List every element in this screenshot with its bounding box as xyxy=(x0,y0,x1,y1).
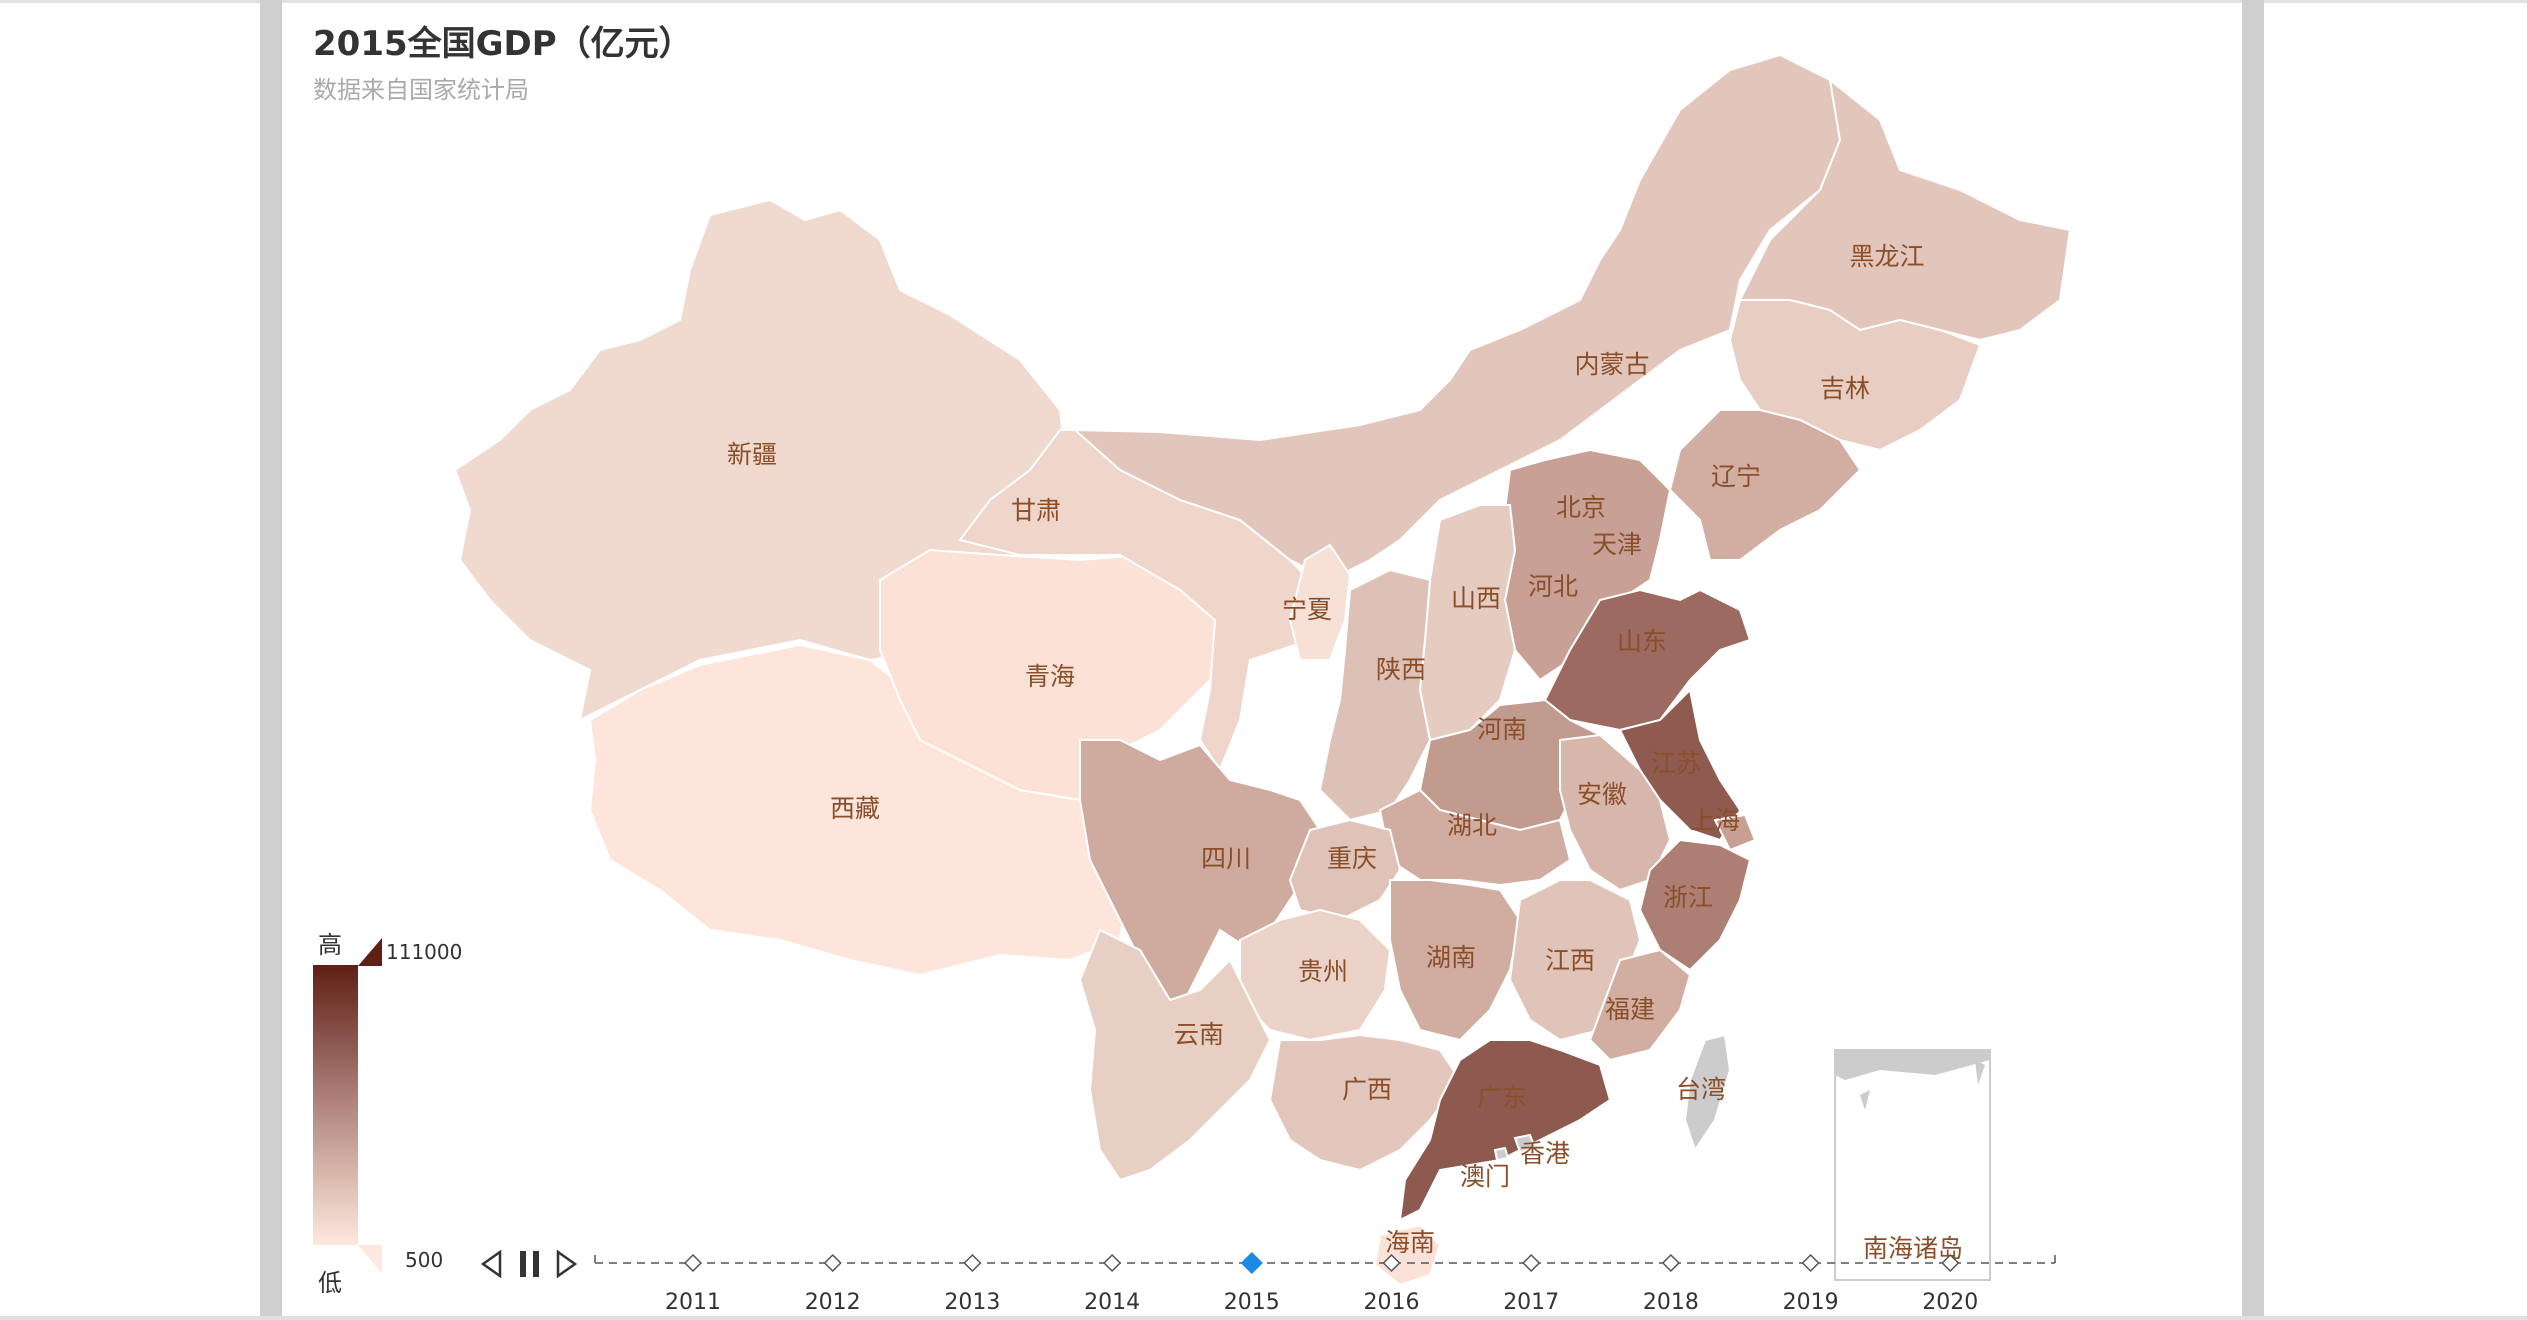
right-gutter xyxy=(2242,0,2264,1320)
region-label: 陕西 xyxy=(1376,655,1426,684)
timeline-marker[interactable] xyxy=(963,1253,982,1273)
region-label: 甘肃 xyxy=(1011,496,1061,525)
chart-title: 2015全国GDP（亿元） xyxy=(313,24,693,64)
timeline-marker[interactable] xyxy=(1941,1253,1960,1273)
timeline-marker[interactable] xyxy=(823,1253,842,1273)
region-yunnan[interactable] xyxy=(1078,928,1272,1182)
timeline-year-label[interactable]: 2016 xyxy=(1364,1290,1420,1315)
region-label: 宁夏 xyxy=(1282,595,1332,624)
region-chongqing[interactable] xyxy=(1288,818,1402,922)
region-zhejiang[interactable] xyxy=(1638,838,1752,972)
timeline[interactable]: 2011 2012 2013 2014 2015 2016 2017 2018 2019 2020 xyxy=(480,1249,2056,1315)
region-label: 辽宁 xyxy=(1711,462,1761,491)
region-qinghai[interactable] xyxy=(879,548,1222,802)
region-label: 贵州 xyxy=(1298,957,1348,986)
region-label: 新疆 xyxy=(727,440,777,469)
timeline-year-label[interactable]: 2020 xyxy=(1922,1290,1978,1315)
chart-subtitle: 数据来自国家统计局 xyxy=(313,76,529,104)
timeline-year-label[interactable]: 2019 xyxy=(1783,1290,1839,1315)
region-label: 河南 xyxy=(1477,715,1527,744)
region-jilin[interactable] xyxy=(1728,299,1982,452)
region-label: 台湾 xyxy=(1676,1075,1726,1104)
region-liaoning[interactable] xyxy=(1668,409,1862,561)
region-label: 吉林 xyxy=(1820,374,1870,403)
region-label: 河北 xyxy=(1528,572,1578,601)
region-fujian[interactable] xyxy=(1588,948,1692,1062)
timeline-year-label[interactable]: 2014 xyxy=(1084,1290,1140,1315)
region-label: 山西 xyxy=(1451,584,1501,613)
region-label: 湖南 xyxy=(1426,943,1476,972)
region-shanghai[interactable] xyxy=(1713,813,1757,852)
region-label: 江西 xyxy=(1545,946,1595,975)
region-macau[interactable] xyxy=(1493,1146,1510,1162)
region-label: 云南 xyxy=(1174,1020,1224,1049)
prev-button[interactable] xyxy=(480,1249,502,1279)
legend-min-handle[interactable] xyxy=(358,1245,382,1273)
region-label: 西藏 xyxy=(830,794,880,823)
region-label: 浙江 xyxy=(1663,883,1713,912)
timeline-year-label[interactable]: 2011 xyxy=(665,1290,721,1315)
timeline-marker-current[interactable] xyxy=(1240,1251,1263,1275)
region-label: 香港 xyxy=(1520,1139,1570,1168)
region-taiwan[interactable] xyxy=(1683,1033,1732,1153)
legend-high-label: 高 xyxy=(318,931,342,959)
left-gutter xyxy=(260,0,282,1320)
page-bottom-rule xyxy=(0,1316,2527,1320)
legend-min-value: 500 xyxy=(405,1248,444,1272)
region-label: 广东 xyxy=(1477,1083,1527,1112)
timeline-marker[interactable] xyxy=(1382,1253,1401,1273)
region-label: 海南 xyxy=(1385,1228,1435,1257)
region-label: 澳门 xyxy=(1460,1162,1510,1191)
pause-button[interactable] xyxy=(520,1251,539,1277)
timeline-year-label[interactable]: 2017 xyxy=(1503,1290,1559,1315)
region-label: 四川 xyxy=(1201,844,1251,873)
region-shaanxi[interactable] xyxy=(1318,568,1432,822)
legend-max-value: 111000 xyxy=(386,940,463,964)
region-label: 山东 xyxy=(1617,627,1667,656)
timeline-year-label[interactable]: 2013 xyxy=(944,1290,1000,1315)
region-label: 上海 xyxy=(1690,806,1740,835)
legend-gradient-bar[interactable] xyxy=(313,965,358,1245)
region-neimenggu[interactable] xyxy=(1072,53,1842,582)
timeline-marker[interactable] xyxy=(1661,1253,1680,1273)
region-guangxi[interactable] xyxy=(1268,1033,1462,1172)
timeline-year-label[interactable]: 2018 xyxy=(1643,1290,1699,1315)
region-hunan[interactable] xyxy=(1389,879,1522,1042)
region-label: 安徽 xyxy=(1577,780,1627,809)
region-ningxia[interactable] xyxy=(1288,543,1352,661)
timeline-year-label[interactable]: 2015 xyxy=(1224,1290,1280,1315)
region-shandong[interactable] xyxy=(1543,588,1752,732)
region-label: 福建 xyxy=(1605,995,1655,1024)
region-label: 天津 xyxy=(1592,530,1642,559)
region-label: 江苏 xyxy=(1651,749,1701,778)
timeline-marker[interactable] xyxy=(1103,1253,1122,1273)
region-label: 北京 xyxy=(1556,493,1606,522)
region-label: 内蒙古 xyxy=(1574,350,1649,379)
region-label: 重庆 xyxy=(1327,844,1377,873)
region-hongkong[interactable] xyxy=(1513,1133,1537,1154)
next-button[interactable] xyxy=(556,1249,578,1279)
legend-max-handle[interactable] xyxy=(358,938,382,966)
region-label: 广西 xyxy=(1342,1075,1392,1104)
region-label: 湖北 xyxy=(1447,811,1497,840)
legend-low-label: 低 xyxy=(318,1269,342,1297)
page-top-rule xyxy=(0,0,2527,3)
timeline-year-label[interactable]: 2012 xyxy=(805,1290,861,1315)
south-china-sea-inset[interactable] xyxy=(1834,1049,1991,1281)
region-label: 黑龙江 xyxy=(1849,242,1924,271)
region-label: 青海 xyxy=(1025,662,1075,691)
timeline-marker[interactable] xyxy=(683,1253,703,1273)
timeline-marker[interactable] xyxy=(1801,1253,1820,1273)
timeline-marker[interactable] xyxy=(1522,1253,1541,1273)
